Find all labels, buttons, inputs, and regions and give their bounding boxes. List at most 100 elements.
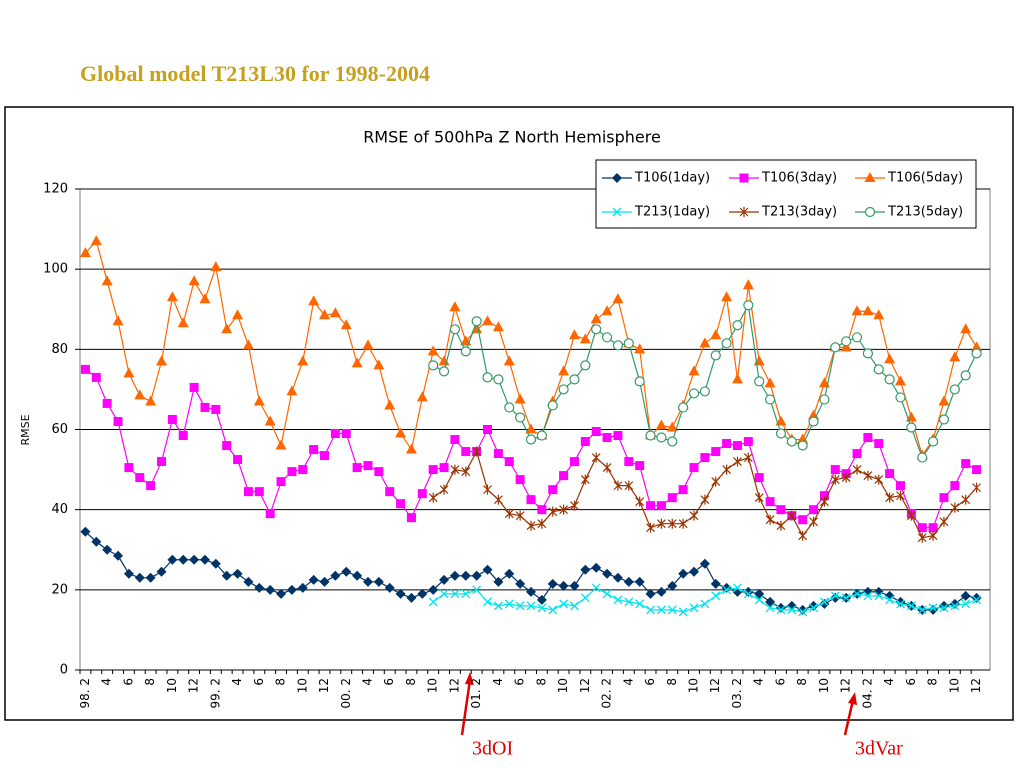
- marker: [688, 388, 700, 399]
- marker: [145, 572, 156, 583]
- x-tick-label: 4: [230, 678, 244, 686]
- marker: [90, 235, 102, 246]
- marker: [624, 480, 634, 491]
- marker: [949, 351, 961, 362]
- marker: [515, 601, 525, 611]
- marker: [591, 562, 602, 573]
- marker: [743, 589, 753, 599]
- marker: [483, 425, 493, 434]
- x-tick-label: 8: [143, 678, 157, 686]
- marker: [656, 501, 666, 511]
- marker: [602, 462, 612, 473]
- marker: [798, 607, 808, 617]
- marker: [91, 536, 102, 547]
- marker: [548, 485, 558, 495]
- x-tick-label: 12: [317, 678, 331, 693]
- marker: [146, 481, 156, 491]
- marker: [667, 580, 678, 591]
- marker: [896, 490, 905, 501]
- legend-label: T213(1day): [634, 205, 710, 220]
- x-tick-label: 8: [665, 678, 679, 686]
- marker: [764, 394, 776, 405]
- x-tick-label: 12: [839, 678, 853, 693]
- x-tick-label: 12: [578, 678, 592, 693]
- marker: [874, 439, 884, 449]
- x-tick-label: 8: [795, 678, 809, 686]
- marker: [504, 599, 514, 609]
- x-tick-label: 12: [447, 678, 461, 693]
- x-tick-label: 4: [752, 678, 766, 686]
- legend: T106(1day) T106(3day) T106(5day) T213(1day)…: [595, 159, 977, 229]
- marker: [570, 500, 579, 511]
- marker: [711, 447, 721, 457]
- marker: [559, 504, 569, 515]
- marker: [167, 554, 178, 565]
- marker: [450, 435, 460, 445]
- marker: [406, 592, 417, 603]
- marker: [743, 452, 753, 463]
- marker: [504, 457, 514, 467]
- marker: [830, 342, 841, 353]
- marker: [711, 591, 721, 601]
- marker: [885, 492, 895, 503]
- marker: [645, 430, 656, 441]
- marker: [819, 597, 829, 607]
- marker: [971, 341, 983, 352]
- x-tick-label: 00. 2: [339, 678, 353, 709]
- x-tick-label: 02. 2: [600, 678, 614, 709]
- marker: [764, 377, 776, 388]
- marker: [960, 590, 971, 601]
- marker: [525, 423, 537, 434]
- marker: [559, 471, 569, 481]
- marker: [739, 207, 749, 217]
- marker: [145, 395, 157, 406]
- marker: [112, 315, 124, 326]
- marker: [450, 464, 460, 475]
- marker: [493, 449, 503, 459]
- marker: [852, 589, 862, 599]
- marker: [863, 470, 873, 481]
- marker: [526, 495, 536, 505]
- marker: [721, 291, 733, 302]
- marker: [612, 293, 624, 304]
- marker: [265, 509, 275, 519]
- marker: [885, 469, 895, 479]
- marker: [950, 481, 960, 491]
- marker: [721, 582, 732, 593]
- marker: [688, 365, 700, 376]
- marker: [461, 447, 471, 457]
- marker: [428, 597, 438, 607]
- marker: [384, 582, 395, 593]
- marker: [276, 588, 287, 599]
- x-tick-label: 03. 2: [730, 678, 744, 709]
- x-tick-label: 6: [904, 678, 918, 686]
- marker: [635, 599, 645, 609]
- marker: [471, 323, 483, 334]
- marker: [472, 585, 482, 595]
- marker: [722, 585, 732, 595]
- marker: [949, 384, 960, 395]
- marker: [961, 459, 971, 469]
- marker: [221, 570, 232, 581]
- marker: [167, 414, 177, 424]
- marker: [101, 275, 113, 286]
- marker: [841, 336, 852, 347]
- marker: [123, 568, 134, 579]
- marker: [612, 340, 624, 351]
- marker: [797, 433, 809, 444]
- marker: [493, 494, 503, 505]
- marker: [199, 554, 210, 565]
- marker: [483, 597, 492, 607]
- marker: [461, 466, 471, 477]
- marker: [841, 472, 851, 483]
- marker: [939, 603, 949, 613]
- legend-label: T106(1day): [634, 171, 710, 186]
- marker: [156, 355, 168, 366]
- marker: [754, 376, 765, 387]
- arrow: [843, 699, 855, 736]
- y-tick-label: 20: [51, 582, 68, 597]
- marker: [242, 339, 254, 350]
- marker: [536, 594, 547, 605]
- marker: [809, 516, 818, 527]
